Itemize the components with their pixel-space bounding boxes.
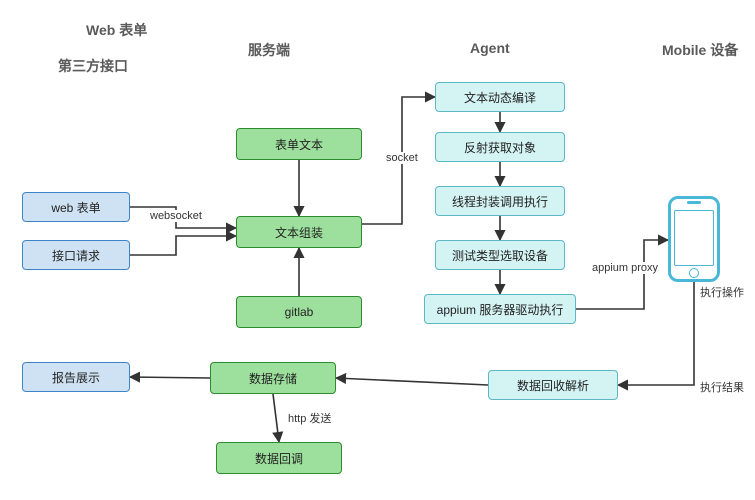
- column-header: Mobile 设备: [662, 40, 738, 60]
- edge: [130, 377, 210, 378]
- flow-node-recycle: 数据回收解析: [488, 370, 618, 400]
- flow-node-label: 数据存储: [249, 370, 297, 387]
- flow-node-data-cb: 数据回调: [216, 442, 342, 474]
- flow-node-label: 数据回收解析: [517, 377, 589, 394]
- edge: [618, 282, 694, 385]
- flow-node-label: 接口请求: [52, 247, 100, 264]
- edge: [576, 240, 668, 309]
- flow-node-label: 文本组装: [275, 224, 323, 241]
- flow-node-dyn-comp: 文本动态编译: [435, 82, 565, 112]
- edge: [273, 394, 279, 442]
- flow-node-label: web 表单: [51, 199, 100, 216]
- edge: [336, 378, 488, 385]
- flow-node-label: 反射获取对象: [464, 139, 536, 156]
- edge-label: appium proxy: [590, 262, 660, 274]
- flow-node-label: 报告展示: [52, 369, 100, 386]
- mobile-device-icon: [668, 196, 720, 282]
- flow-node-label: 线程封装调用执行: [452, 193, 548, 210]
- flow-node-report: 报告展示: [22, 362, 130, 392]
- flow-node-label: 测试类型选取设备: [452, 247, 548, 264]
- column-header: 服务端: [248, 40, 290, 60]
- phone-side-label: 执行操作: [700, 284, 744, 300]
- flow-node-thread: 线程封装调用执行: [435, 186, 565, 216]
- flow-node-appium: appium 服务器驱动执行: [424, 294, 576, 324]
- flow-node-label: gitlab: [285, 305, 314, 319]
- flow-node-api-req: 接口请求: [22, 240, 130, 270]
- edge-label: http 发送: [286, 410, 333, 426]
- diagram-stage: Web 表单第三方接口 服务端 Agent Mobile 设备 web 表单接口请求报告…: [0, 0, 755, 500]
- flow-node-label: 表单文本: [275, 136, 323, 153]
- flow-node-gitlab: gitlab: [236, 296, 362, 328]
- flow-node-reflect: 反射获取对象: [435, 132, 565, 162]
- edge-label: socket: [384, 152, 420, 164]
- column-header: Web 表单: [86, 20, 147, 40]
- phone-side-label: 执行结果: [700, 379, 744, 395]
- flow-node-pick-dev: 测试类型选取设备: [435, 240, 565, 270]
- flow-node-web-form: web 表单: [22, 192, 130, 222]
- column-header: Agent: [470, 40, 510, 56]
- edge-label: websocket: [148, 210, 204, 222]
- flow-node-label: 文本动态编译: [464, 89, 536, 106]
- flow-node-label: 数据回调: [255, 450, 303, 467]
- flow-node-label: appium 服务器驱动执行: [437, 301, 564, 318]
- column-header: 第三方接口: [58, 56, 128, 76]
- edge: [130, 236, 236, 255]
- flow-node-form-text: 表单文本: [236, 128, 362, 160]
- flow-node-data-store: 数据存储: [210, 362, 336, 394]
- flow-node-text-pack: 文本组装: [236, 216, 362, 248]
